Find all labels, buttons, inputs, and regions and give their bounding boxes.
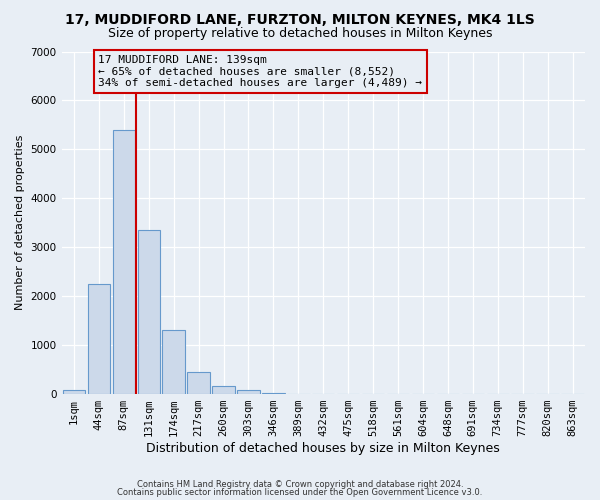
Y-axis label: Number of detached properties: Number of detached properties (15, 135, 25, 310)
X-axis label: Distribution of detached houses by size in Milton Keynes: Distribution of detached houses by size … (146, 442, 500, 455)
Bar (137, 230, 160, 394)
Bar (262, 392, 284, 394)
Bar (63, 390, 85, 394)
Text: Size of property relative to detached houses in Milton Keynes: Size of property relative to detached ho… (108, 28, 492, 40)
Bar (88, 284, 110, 394)
Text: 17 MUDDIFORD LANE: 139sqm
← 65% of detached houses are smaller (8,552)
34% of se: 17 MUDDIFORD LANE: 139sqm ← 65% of detac… (98, 55, 422, 88)
Text: Contains public sector information licensed under the Open Government Licence v3: Contains public sector information licen… (118, 488, 482, 497)
Bar (237, 390, 260, 394)
Text: 17, MUDDIFORD LANE, FURZTON, MILTON KEYNES, MK4 1LS: 17, MUDDIFORD LANE, FURZTON, MILTON KEYN… (65, 12, 535, 26)
Bar (212, 386, 235, 394)
Bar (187, 372, 210, 394)
Bar (113, 130, 135, 394)
Text: Contains HM Land Registry data © Crown copyright and database right 2024.: Contains HM Land Registry data © Crown c… (137, 480, 463, 489)
Bar (163, 330, 185, 394)
